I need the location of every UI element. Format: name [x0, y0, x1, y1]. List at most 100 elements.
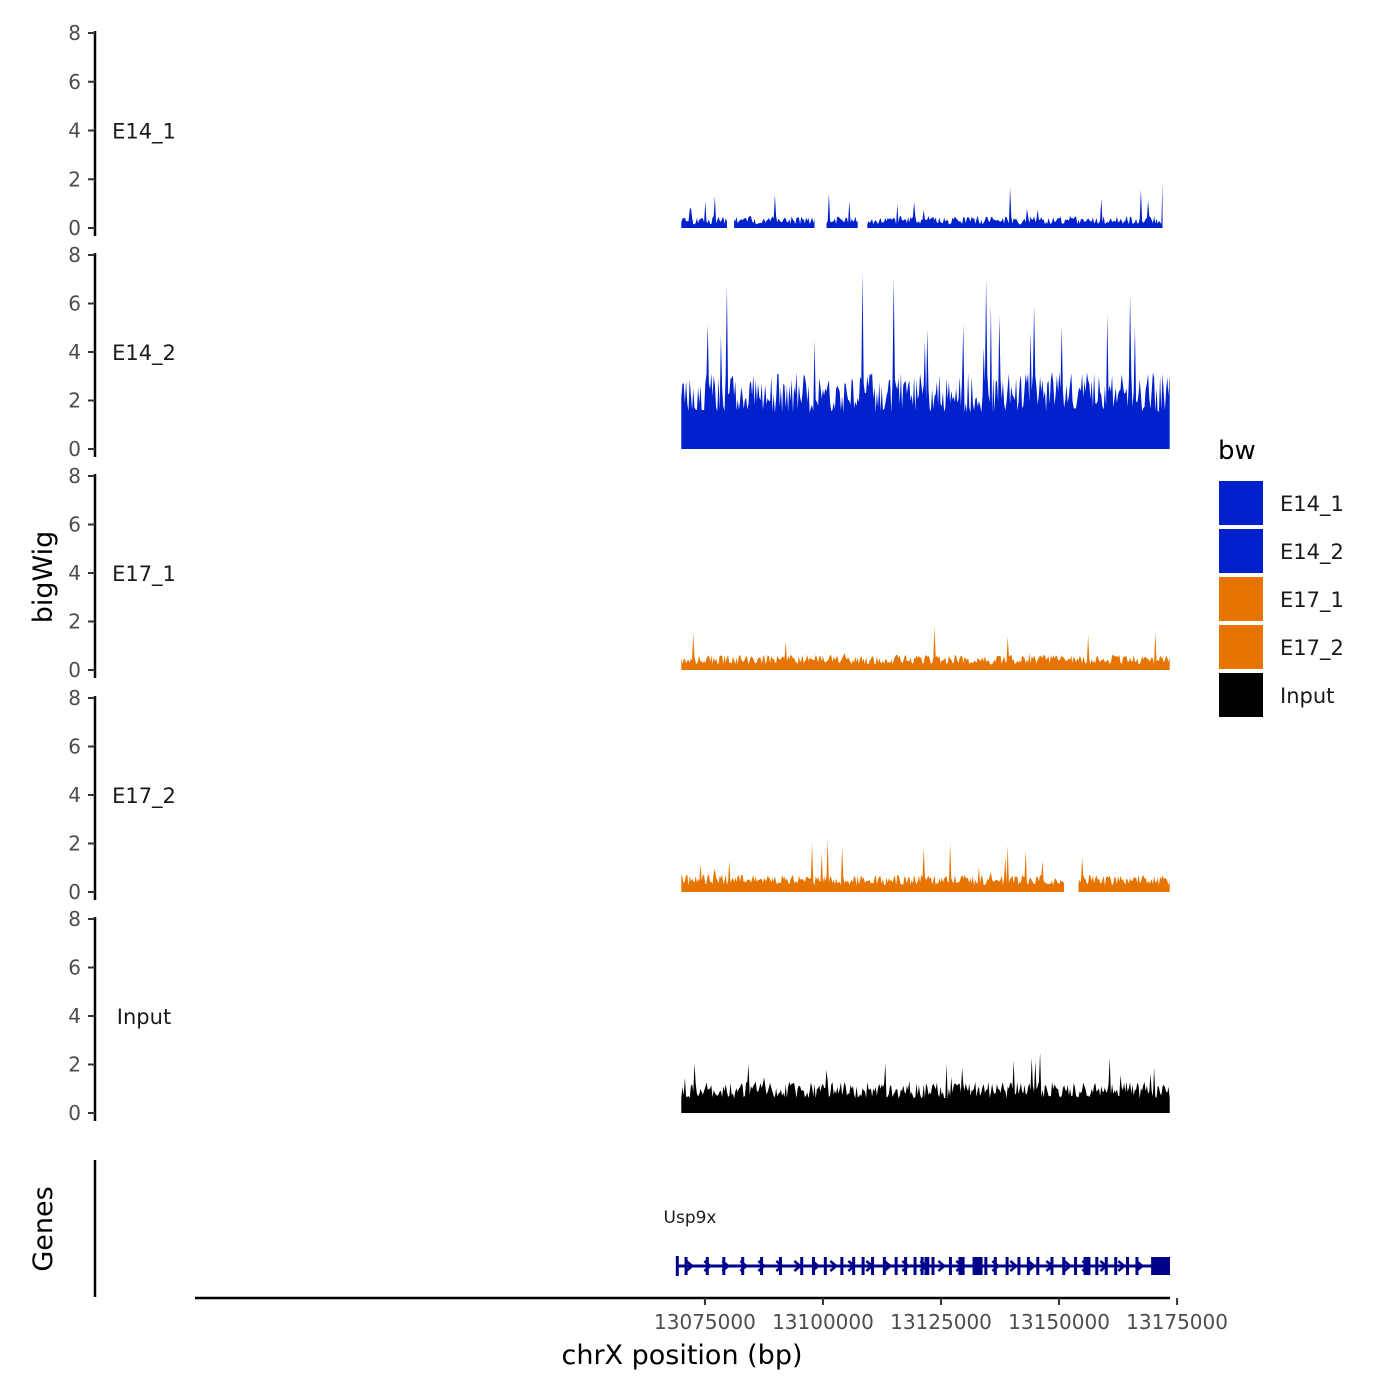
gene-exon — [904, 1257, 908, 1275]
gene-exon — [852, 1257, 856, 1275]
gene-exon — [975, 1257, 983, 1275]
track-label: E17_1 — [112, 562, 176, 587]
y-tick-label: 6 — [68, 513, 81, 537]
gene-exon — [1126, 1257, 1130, 1275]
gene-exon — [861, 1257, 865, 1275]
gene-exon — [812, 1257, 816, 1275]
y-tick-label: 4 — [68, 783, 81, 807]
y-tick-label: 0 — [68, 216, 81, 240]
signal-area-E14_1 — [681, 182, 1163, 228]
y-tick-label: 8 — [68, 21, 81, 45]
y-tick-label: 0 — [68, 437, 81, 461]
gene-exon — [1114, 1257, 1118, 1275]
gene-exon — [1062, 1257, 1066, 1275]
gene-exon — [1086, 1257, 1091, 1275]
y-axis-title: bigWig — [28, 531, 59, 624]
y-tick-label: 6 — [68, 735, 81, 759]
track-label: Input — [117, 1005, 171, 1029]
signal-area-E17_1 — [681, 626, 1170, 670]
gene-exon — [920, 1257, 924, 1275]
y-tick-label: 2 — [68, 167, 81, 191]
y-tick-label: 4 — [68, 340, 81, 364]
track-label: E14_1 — [112, 120, 176, 145]
gene-strand-arrow — [775, 1260, 785, 1272]
gene-exon — [1017, 1257, 1021, 1275]
x-tick-label: 13150000 — [1008, 1310, 1110, 1334]
gene-exon — [800, 1257, 804, 1275]
y-tick-label: 2 — [68, 610, 81, 634]
legend-label: E14_2 — [1280, 540, 1344, 565]
gene-strand-arrow — [829, 1260, 839, 1272]
signal-area-Input — [681, 1052, 1170, 1113]
x-axis: 13075000 13100000 13125000 13150000 13175000 — [195, 1296, 1228, 1334]
legend-swatch — [1219, 673, 1263, 717]
gene-exon — [871, 1257, 875, 1275]
track-Input: 0 2 4 6 8 Input — [68, 907, 1170, 1125]
legend-label: Input — [1280, 684, 1334, 708]
legend: bw E14_1 E14_2 E17_1 E17_2 Input — [1218, 436, 1344, 717]
y-tick-label: 2 — [68, 832, 81, 856]
y-tick-label: 6 — [68, 956, 81, 980]
gene-exon — [778, 1257, 782, 1275]
legend-swatch — [1219, 577, 1263, 621]
x-tick-label: 13125000 — [890, 1310, 992, 1334]
track-E17_2: 0 2 4 6 8 E17_2 — [68, 686, 1170, 904]
gene-strand-arrow — [685, 1260, 695, 1272]
y-tick-label: 6 — [68, 292, 81, 316]
gene-exon — [984, 1257, 988, 1275]
y-tick-label: 0 — [68, 880, 81, 904]
gene-label: Usp9x — [664, 1208, 717, 1228]
gene-exon — [705, 1257, 709, 1275]
signal-tracks: 0 2 4 6 8 E14_1 0 2 4 6 8 E14_2 0 2 4 6 8 E17_1 0 2 4 6 8 E17_2… — [68, 21, 1170, 1125]
y-tick-label: 2 — [68, 1053, 81, 1077]
legend-title: bw — [1218, 436, 1256, 466]
gene-exon — [882, 1257, 886, 1275]
gene-exon — [1135, 1257, 1139, 1275]
gene-exon — [958, 1257, 965, 1275]
y-tick-label: 0 — [68, 1101, 81, 1125]
gene-exon — [993, 1257, 997, 1275]
legend-swatch — [1219, 625, 1263, 669]
y-tick-label: 4 — [68, 561, 81, 585]
track-label: E14_2 — [112, 341, 176, 366]
gene-exon — [684, 1257, 688, 1275]
track-E14_2: 0 2 4 6 8 E14_2 — [68, 243, 1170, 461]
gene-exon — [948, 1257, 952, 1275]
y-tick-label: 2 — [68, 389, 81, 413]
y-tick-label: 4 — [68, 1004, 81, 1028]
x-axis-title: chrX position (bp) — [561, 1340, 802, 1371]
gene-exon — [741, 1257, 745, 1275]
track-E17_1: 0 2 4 6 8 E17_1 — [68, 464, 1170, 682]
y-tick-label: 8 — [68, 464, 81, 488]
legend-label: E17_2 — [1280, 636, 1344, 661]
gene-exon — [1095, 1257, 1099, 1275]
gene-exon — [840, 1257, 844, 1275]
signal-area-E17_2 — [681, 838, 1170, 892]
gene-exon — [760, 1257, 764, 1275]
gene-strand-arrow — [1027, 1260, 1037, 1272]
gene-exon — [913, 1257, 917, 1275]
gene-exon — [894, 1257, 898, 1275]
gene-exon — [1074, 1257, 1078, 1275]
gene-strand-arrow — [1117, 1260, 1127, 1272]
gene-exon — [1083, 1257, 1087, 1275]
y-tick-label: 8 — [68, 907, 81, 931]
signal-area-E14_2 — [681, 271, 1170, 449]
y-tick-label: 6 — [68, 70, 81, 94]
gene-exon — [931, 1257, 935, 1275]
gene-exon — [823, 1257, 827, 1275]
x-tick-label: 13075000 — [654, 1310, 756, 1334]
gene-exon — [1036, 1257, 1040, 1275]
legend-label: E14_1 — [1280, 492, 1344, 517]
track-label: E17_2 — [112, 784, 176, 809]
legend-label: E17_1 — [1280, 588, 1344, 613]
gene-strand-arrow — [883, 1260, 893, 1272]
x-tick-label: 13100000 — [772, 1310, 874, 1334]
y-tick-label: 0 — [68, 658, 81, 682]
gene-exon — [1151, 1257, 1170, 1275]
genes-axis-title: Genes — [28, 1186, 59, 1271]
gene-exon — [1005, 1257, 1009, 1275]
legend-swatch — [1219, 481, 1263, 525]
x-tick-label: 13175000 — [1126, 1310, 1228, 1334]
